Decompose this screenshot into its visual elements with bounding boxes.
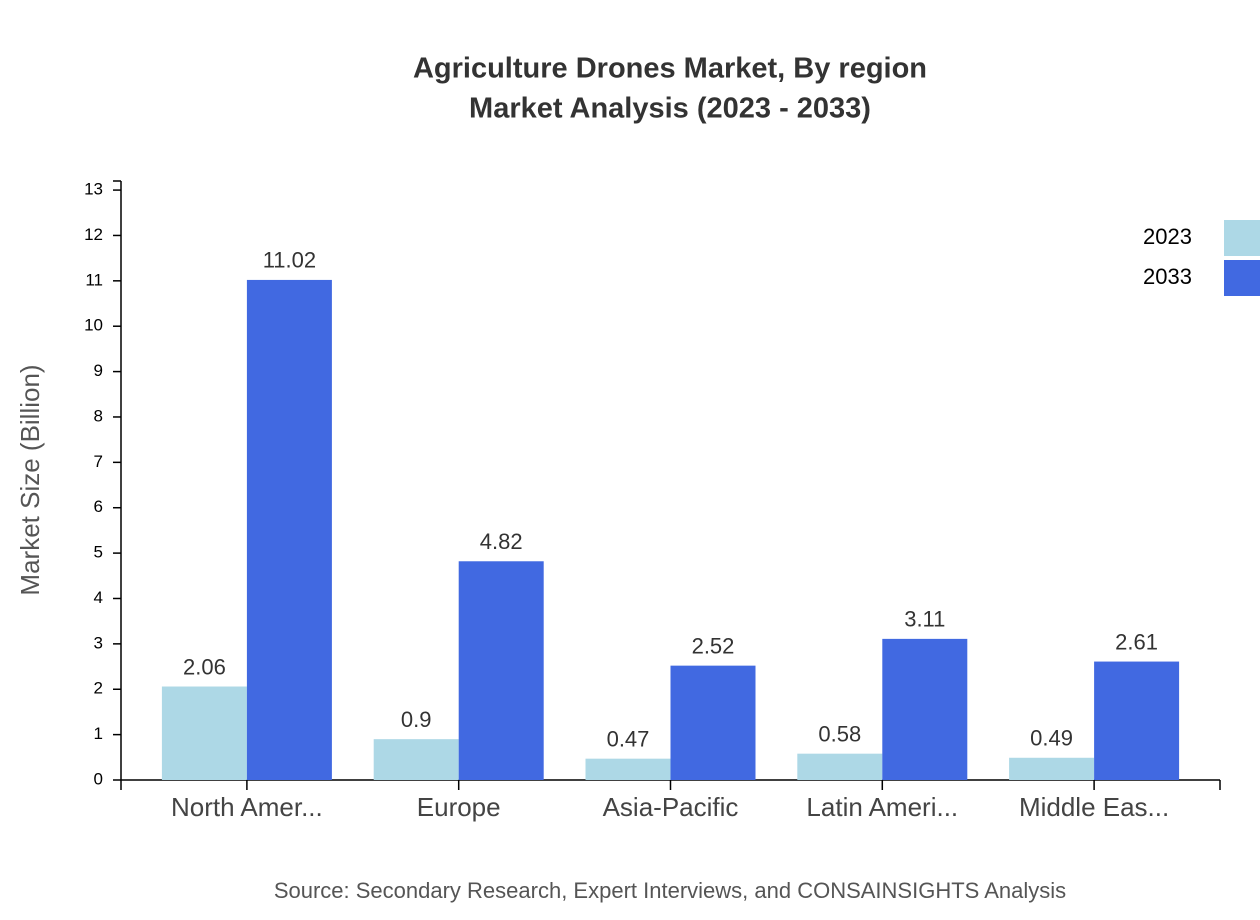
y-tick-label: 4 bbox=[94, 588, 103, 607]
y-tick-label: 13 bbox=[84, 180, 103, 199]
bar bbox=[882, 638, 968, 780]
y-axis-label: Market Size (Billion) bbox=[15, 364, 45, 595]
legend-swatch bbox=[1224, 220, 1260, 256]
x-tick-label: North Amer... bbox=[171, 792, 323, 822]
y-tick-label: 2 bbox=[94, 679, 103, 698]
y-tick-label: 7 bbox=[94, 452, 103, 471]
value-label: 0.58 bbox=[818, 721, 861, 746]
y-tick-label: 3 bbox=[94, 633, 103, 652]
bar bbox=[373, 739, 459, 780]
y-tick-label: 9 bbox=[94, 361, 103, 380]
y-tick-label: 11 bbox=[85, 270, 103, 289]
bar bbox=[797, 753, 883, 780]
value-label: 4.82 bbox=[480, 529, 523, 554]
x-tick-label: Latin Ameri... bbox=[806, 792, 958, 822]
bar bbox=[246, 279, 332, 780]
value-label: 3.11 bbox=[904, 607, 945, 632]
bar bbox=[1094, 661, 1180, 780]
x-tick-label: Europe bbox=[417, 792, 501, 822]
source: Source: Secondary Research, Expert Inter… bbox=[274, 878, 1066, 903]
y-tick-label: 1 bbox=[94, 724, 103, 743]
y-tick-label: 12 bbox=[84, 225, 103, 244]
x-tick-label: Middle Eas... bbox=[1019, 792, 1169, 822]
value-label: 11.02 bbox=[263, 248, 316, 273]
bar bbox=[585, 758, 671, 780]
legend-label: 2023 bbox=[1143, 224, 1192, 249]
bar bbox=[670, 665, 756, 780]
legend-swatch bbox=[1224, 260, 1260, 296]
chart-subtitle: Market Analysis (2023 - 2033) bbox=[469, 93, 871, 125]
bar bbox=[1009, 757, 1095, 780]
value-label: 0.9 bbox=[401, 707, 432, 732]
value-label: 2.52 bbox=[692, 633, 735, 658]
bar bbox=[458, 561, 544, 780]
y-tick-label: 10 bbox=[84, 316, 103, 335]
x-tick-label: Asia-Pacific bbox=[603, 792, 739, 822]
legend-label: 2033 bbox=[1143, 264, 1192, 289]
value-label: 2.61 bbox=[1115, 629, 1158, 654]
chart-title: Agriculture Drones Market, By region bbox=[413, 53, 927, 85]
y-tick-label: 6 bbox=[94, 497, 103, 516]
value-label: 0.49 bbox=[1030, 726, 1073, 751]
value-label: 0.47 bbox=[607, 726, 650, 751]
value-label: 2.06 bbox=[183, 654, 226, 679]
bar bbox=[161, 686, 247, 780]
y-tick-label: 0 bbox=[94, 769, 103, 788]
y-tick-label: 8 bbox=[94, 406, 103, 425]
y-tick-label: 5 bbox=[94, 543, 103, 562]
